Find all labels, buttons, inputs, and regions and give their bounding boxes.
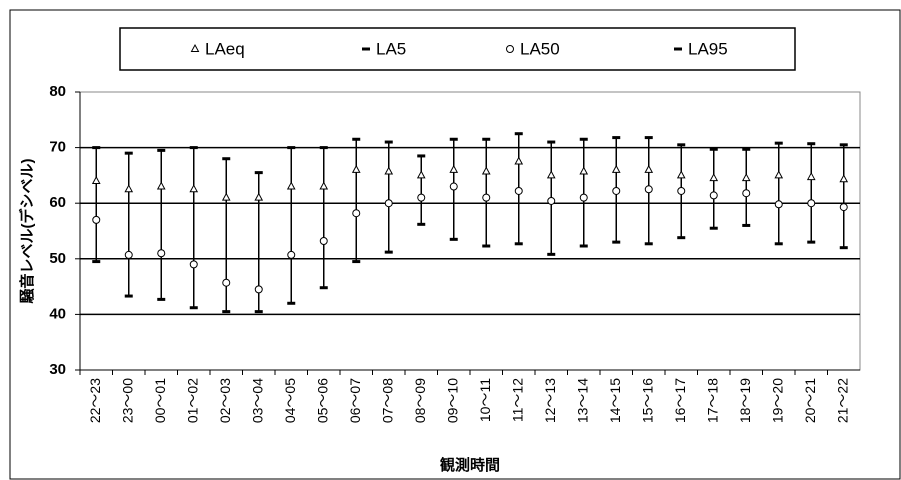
y-tick-label: 50 bbox=[49, 250, 66, 267]
x-tick-label: 09～10 bbox=[444, 378, 460, 423]
x-tick-label: 15～16 bbox=[639, 378, 655, 423]
x-tick-label: 22～23 bbox=[87, 378, 103, 423]
x-tick-label: 02～03 bbox=[217, 378, 233, 423]
point bbox=[481, 166, 491, 175]
point bbox=[742, 189, 751, 198]
x-axis-label: 観測時間 bbox=[440, 456, 500, 474]
point bbox=[189, 260, 198, 269]
x-tick-label: 10～11 bbox=[477, 378, 493, 422]
point bbox=[254, 285, 263, 294]
point bbox=[709, 173, 719, 182]
legend-marker bbox=[190, 43, 200, 52]
plot-area bbox=[79, 91, 861, 371]
y-tick-label: 40 bbox=[49, 305, 66, 322]
point bbox=[92, 215, 101, 224]
legend-label: LA50 bbox=[520, 39, 560, 58]
point bbox=[644, 164, 654, 173]
legend-label: LA95 bbox=[688, 39, 728, 58]
x-tick-label: 07～08 bbox=[379, 378, 395, 423]
point bbox=[611, 164, 621, 173]
point bbox=[417, 193, 426, 202]
y-tick-label: 80 bbox=[49, 83, 66, 100]
y-tick-label: 30 bbox=[49, 361, 66, 378]
x-tick-label: 21～22 bbox=[834, 378, 850, 423]
x-tick-label: 04～05 bbox=[282, 378, 298, 423]
x-tick-label: 20～21 bbox=[802, 378, 818, 423]
legend-label: LA5 bbox=[376, 39, 406, 58]
x-tick-label: 01～02 bbox=[184, 378, 200, 423]
point bbox=[514, 186, 523, 195]
x-tick-label: 05～06 bbox=[314, 378, 330, 423]
point bbox=[287, 250, 296, 259]
x-tick-label: 12～13 bbox=[542, 378, 558, 423]
point bbox=[351, 164, 361, 173]
point bbox=[286, 181, 296, 190]
x-tick-label: 03～04 bbox=[249, 378, 265, 423]
point bbox=[124, 250, 133, 259]
y-tick-label: 70 bbox=[49, 139, 66, 156]
x-tick-label: 14～15 bbox=[607, 378, 623, 423]
legend-label: LAeq bbox=[205, 39, 245, 58]
point bbox=[157, 249, 166, 258]
y-tick-label: 60 bbox=[49, 194, 66, 211]
point bbox=[579, 166, 589, 175]
x-tick-label: 16～17 bbox=[672, 378, 688, 423]
point bbox=[612, 186, 621, 195]
point bbox=[547, 196, 556, 205]
legend-box bbox=[119, 27, 796, 71]
point bbox=[384, 166, 394, 175]
x-tick-label: 18～19 bbox=[737, 378, 753, 423]
point bbox=[319, 237, 328, 246]
x-tick-label: 19～20 bbox=[769, 378, 785, 423]
point bbox=[156, 181, 166, 190]
point bbox=[741, 173, 751, 182]
point bbox=[676, 170, 686, 179]
x-tick-label: 08～09 bbox=[412, 378, 428, 423]
point bbox=[579, 193, 588, 202]
point bbox=[254, 192, 264, 201]
point bbox=[806, 172, 816, 181]
point bbox=[222, 278, 231, 287]
point bbox=[416, 170, 426, 179]
x-tick-label: 17～18 bbox=[704, 378, 720, 423]
point bbox=[514, 156, 524, 165]
point bbox=[352, 209, 361, 218]
point bbox=[546, 170, 556, 179]
point bbox=[384, 199, 393, 208]
point bbox=[449, 164, 459, 173]
x-tick-label: 13～14 bbox=[574, 378, 590, 423]
legend-marker bbox=[506, 45, 514, 53]
point bbox=[449, 182, 458, 191]
point bbox=[774, 170, 784, 179]
point bbox=[189, 184, 199, 193]
x-tick-label: 11～12 bbox=[509, 378, 525, 422]
point bbox=[91, 175, 101, 184]
point bbox=[677, 186, 686, 195]
x-tick-label: 06～07 bbox=[347, 378, 363, 423]
point bbox=[644, 185, 653, 194]
point bbox=[482, 193, 491, 202]
point bbox=[839, 203, 848, 212]
point bbox=[319, 181, 329, 190]
point bbox=[124, 184, 134, 193]
y-axis-label: 騒音レベル(デシベル) bbox=[18, 159, 36, 304]
x-tick-label: 23～00 bbox=[119, 378, 135, 423]
point bbox=[774, 200, 783, 209]
point bbox=[807, 199, 816, 208]
point bbox=[709, 191, 718, 200]
x-tick-label: 00～01 bbox=[152, 378, 168, 423]
point bbox=[839, 174, 849, 183]
point bbox=[221, 192, 231, 201]
